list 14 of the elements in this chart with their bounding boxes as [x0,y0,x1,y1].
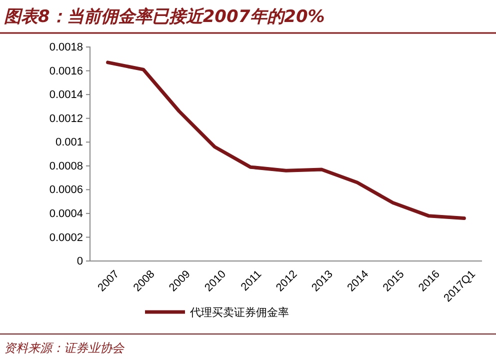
legend-label: 代理买卖证券佣金率 [189,306,289,319]
y-tick-label: 0.0006 [49,184,83,196]
y-tick-label: 0 [76,256,83,268]
line-series [106,60,466,220]
y-tick-label: 0.0014 [49,89,83,102]
y-tick-label: 0.0016 [49,65,83,78]
chart-title: 图表8：当前佣金率已接近2007年的20% [4,7,325,27]
y-tick-label: 0.0018 [49,42,83,54]
text: 资料来源：证券业协会 [4,341,125,355]
y-tick-label: 0.0012 [49,112,83,125]
y-tick-label: 0.001 [55,136,83,149]
y-tick-label: 0.0008 [49,160,83,172]
y-tick-label: 0.0002 [49,232,83,244]
y-tick-label: 0.0004 [49,208,83,220]
